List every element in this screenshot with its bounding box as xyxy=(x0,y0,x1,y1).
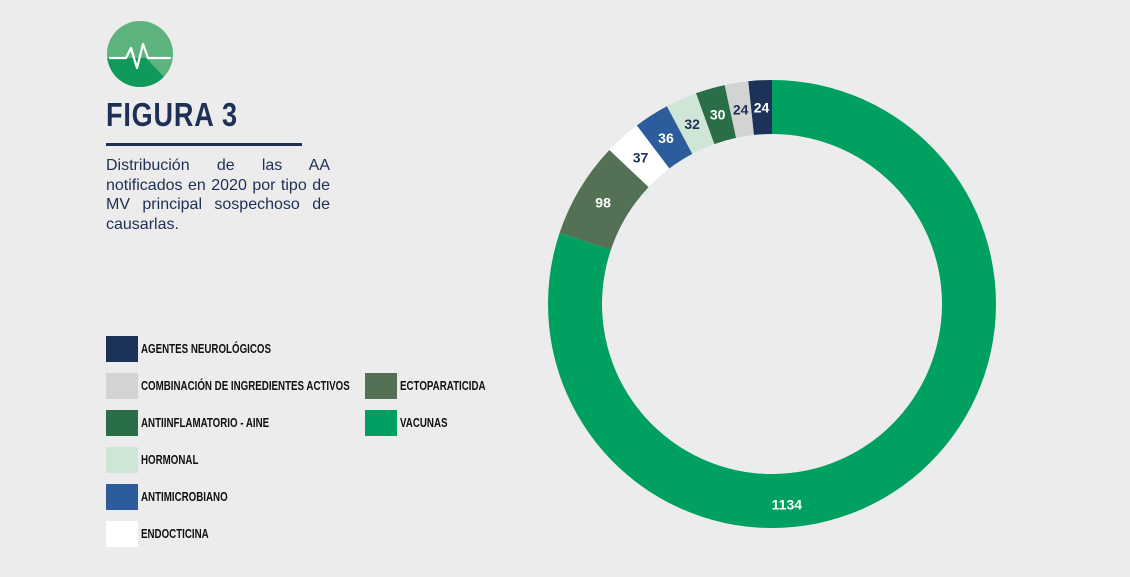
figure-title: FIGURA 3 xyxy=(106,96,238,133)
data-label: 37 xyxy=(633,149,649,165)
legend-swatch xyxy=(106,521,138,547)
data-label: 30 xyxy=(710,107,726,123)
legend-swatch xyxy=(365,373,397,399)
donut-segment xyxy=(559,149,649,251)
legend-item-combinacion: COMBINACIÓN DE INGREDIENTES ACTIVOS xyxy=(106,372,409,400)
legend-item-antiinflamatorio: ANTIINFLAMATORIO - AINE xyxy=(106,409,305,437)
legend-label: HORMONAL xyxy=(141,453,199,467)
legend-item-vacunas: VACUNAS xyxy=(365,409,461,437)
legend-label: ANTIMICROBIANO xyxy=(141,490,228,504)
legend-label: ANTIINFLAMATORIO - AINE xyxy=(141,416,270,430)
data-label: 36 xyxy=(658,130,674,146)
legend-label: ENDOCTICINA xyxy=(141,527,209,541)
donut-segment xyxy=(695,85,737,145)
donut-segment xyxy=(636,106,693,169)
legend-label: ECTOPARATICIDA xyxy=(400,379,486,393)
figure-caption: Distribución de las AA notificados en 20… xyxy=(106,157,330,233)
data-label: 32 xyxy=(684,116,700,132)
donut-segment xyxy=(724,81,754,138)
donut-segment xyxy=(609,125,670,188)
legend-label: AGENTES NEUROLÓGICOS xyxy=(141,342,272,356)
legend-label: COMBINACIÓN DE INGREDIENTES ACTIVOS xyxy=(141,379,350,393)
data-label: 98 xyxy=(595,195,611,211)
data-label: 24 xyxy=(754,99,770,115)
legend-item-endocticina: ENDOCTICINA xyxy=(106,520,228,548)
legend-item-antimicrobiano: ANTIMICROBIANO xyxy=(106,483,252,511)
heartbeat-icon xyxy=(107,21,173,87)
legend-swatch xyxy=(106,373,138,399)
title-divider xyxy=(106,143,302,146)
legend-swatch xyxy=(365,410,397,436)
legend-item-ectoparaticida: ECTOPARATICIDA xyxy=(365,372,510,400)
donut-segment xyxy=(748,80,772,135)
legend-swatch xyxy=(106,410,138,436)
legend-swatch xyxy=(106,484,138,510)
legend-swatch xyxy=(106,447,138,473)
legend-swatch xyxy=(106,336,138,362)
data-label: 1134 xyxy=(772,496,803,512)
data-label: 24 xyxy=(733,102,749,118)
donut-segment xyxy=(666,93,715,154)
legend-label: VACUNAS xyxy=(400,416,448,430)
legend-item-hormonal: HORMONAL xyxy=(106,446,215,474)
legend-item-agentes-neurologicos: AGENTES NEUROLÓGICOS xyxy=(106,335,308,363)
